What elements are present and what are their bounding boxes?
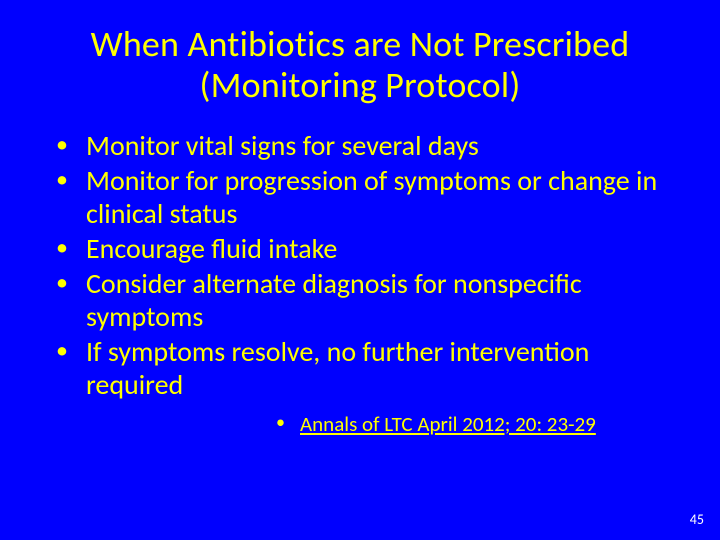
citation-container: Annals of LTC April 2012; 20: 23-29 xyxy=(36,411,684,437)
slide-title: When Antibiotics are Not Prescribed (Mon… xyxy=(36,24,684,107)
citation-text: Annals of LTC April 2012; 20: 23-29 xyxy=(276,411,684,437)
page-number: 45 xyxy=(690,511,704,528)
bullet-item: If symptoms resolve, no further interven… xyxy=(56,335,684,401)
bullet-item: Consider alternate diagnosis for nonspec… xyxy=(56,267,684,333)
slide: When Antibiotics are Not Prescribed (Mon… xyxy=(0,0,720,540)
bullet-item: Monitor for progression of symptoms or c… xyxy=(56,164,684,230)
bullet-item: Encourage fluid intake xyxy=(56,232,684,265)
bullet-list: Monitor vital signs for several days Mon… xyxy=(36,129,684,401)
bullet-item: Monitor vital signs for several days xyxy=(56,129,684,162)
